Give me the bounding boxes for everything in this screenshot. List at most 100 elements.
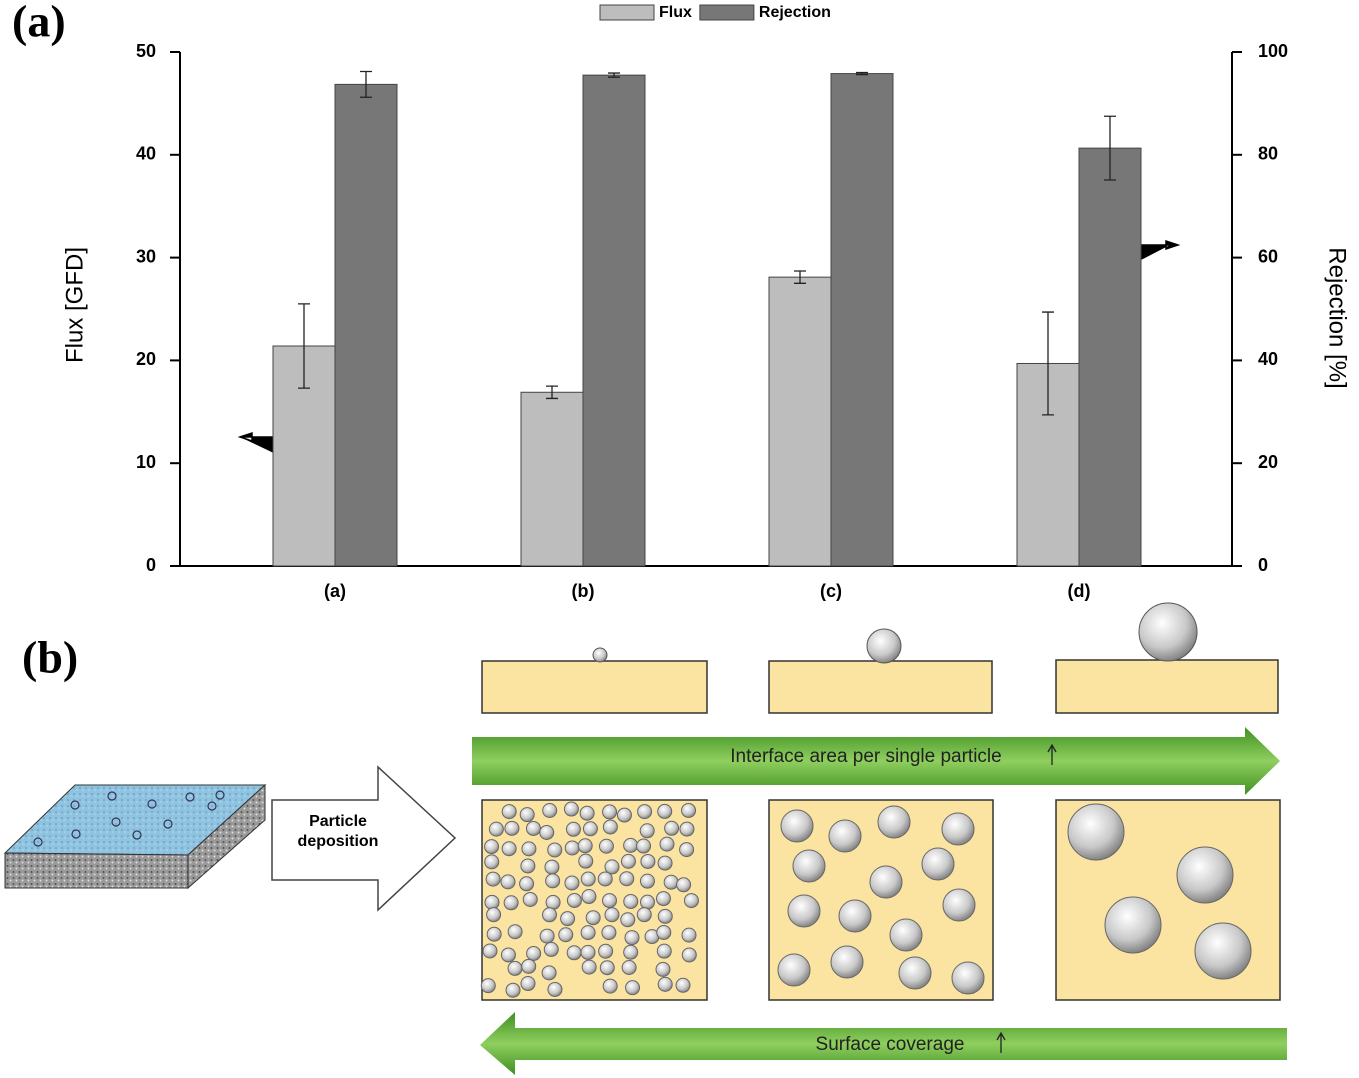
particle	[636, 907, 652, 923]
x-tick-label: (c)	[820, 581, 842, 601]
y2-axis-label: Rejection [%]	[1324, 247, 1351, 388]
y-tick-label: 50	[136, 41, 156, 61]
error-bar	[856, 71, 868, 76]
particle	[656, 924, 672, 940]
particle	[563, 801, 579, 817]
particle	[558, 927, 574, 943]
particle	[485, 871, 501, 887]
particle	[542, 907, 558, 923]
particle	[547, 981, 563, 997]
particle	[599, 960, 615, 976]
particle	[585, 910, 601, 926]
particle	[520, 976, 536, 992]
particle	[578, 853, 594, 869]
particle	[1194, 922, 1252, 980]
bar	[768, 276, 832, 567]
arrow-label: deposition	[298, 833, 379, 850]
particle	[657, 908, 673, 924]
panel-label: (a)	[12, 0, 66, 47]
particle	[577, 838, 593, 854]
particle	[519, 807, 535, 823]
particle	[619, 871, 635, 887]
particle	[581, 889, 597, 905]
diagram: (b) Particle deposition Interface area p…	[3, 602, 1287, 1075]
error-bar	[360, 70, 372, 98]
particle	[566, 892, 582, 908]
membrane-side	[187, 783, 266, 890]
particle	[625, 980, 641, 996]
particle	[604, 859, 620, 875]
particle	[681, 947, 697, 963]
error-bar	[794, 270, 806, 284]
particle	[792, 849, 826, 883]
particle	[780, 809, 814, 843]
particle	[664, 820, 680, 836]
y2-tick-label: 100	[1258, 41, 1288, 61]
particle	[838, 899, 872, 933]
y2-tick-label: 20	[1258, 452, 1278, 472]
particle	[482, 943, 498, 959]
error-bar	[1104, 115, 1116, 181]
particle	[525, 820, 541, 836]
y-tick-label: 0	[146, 555, 156, 575]
particle	[624, 930, 640, 946]
particle	[484, 894, 500, 910]
y2-tick-label: 40	[1258, 349, 1278, 369]
particle	[683, 893, 699, 909]
particle	[560, 911, 576, 927]
particle	[657, 976, 673, 992]
particle	[539, 824, 555, 840]
particle	[655, 891, 671, 907]
error-bar	[1042, 311, 1054, 416]
arrow-label: Interface area per single particle	[730, 746, 1001, 767]
particle	[639, 894, 655, 910]
particle	[656, 943, 672, 959]
process-arrow	[271, 765, 457, 912]
bar	[830, 73, 894, 567]
particle	[657, 855, 673, 871]
particle	[951, 961, 985, 995]
particle	[604, 907, 620, 923]
particle	[921, 847, 955, 881]
particle	[543, 941, 559, 957]
particle	[1104, 896, 1162, 954]
particle	[545, 873, 561, 889]
particle	[679, 821, 695, 837]
particle	[639, 873, 655, 889]
particle	[623, 893, 639, 909]
particle	[542, 802, 558, 818]
particle	[942, 888, 976, 922]
particle	[869, 865, 903, 899]
arrow-label: Particle	[309, 813, 367, 830]
particle	[877, 805, 911, 839]
y-tick-label: 10	[136, 452, 156, 472]
particle	[500, 947, 516, 963]
bar	[1078, 147, 1142, 567]
particle	[676, 877, 692, 893]
legend-swatch	[699, 4, 755, 21]
particle	[522, 891, 538, 907]
particle	[580, 925, 596, 941]
particle	[636, 838, 652, 854]
particle	[787, 894, 821, 928]
particle	[598, 943, 614, 959]
particle	[520, 858, 536, 874]
particle	[521, 958, 537, 974]
legend-label: Flux	[659, 4, 692, 21]
arrow-label: Surface coverage	[816, 1034, 965, 1055]
particle	[564, 875, 580, 891]
particle	[486, 926, 502, 942]
x-tick-label: (a)	[324, 581, 346, 601]
particle	[521, 841, 537, 857]
particle	[519, 876, 535, 892]
bar	[520, 391, 584, 567]
particle	[657, 803, 673, 819]
y-axis-label: Flux [GFD]	[61, 247, 88, 363]
particle	[663, 874, 679, 890]
y2-tick-label: 0	[1258, 555, 1268, 575]
particle	[526, 945, 542, 961]
y2-tick-label: 80	[1258, 144, 1278, 164]
particle	[679, 842, 695, 858]
particle	[623, 944, 639, 960]
particle	[539, 928, 555, 944]
